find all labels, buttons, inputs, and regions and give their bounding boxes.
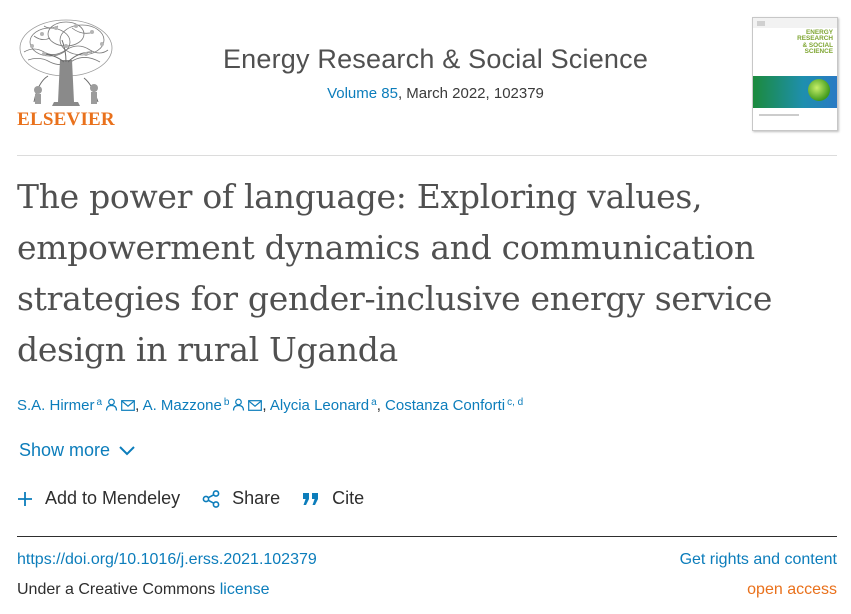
quote-icon (303, 492, 319, 505)
cover-text-line: ENERGY (806, 29, 833, 36)
mail-icon (248, 398, 263, 415)
author-name: Costanza Conforti (385, 397, 506, 414)
journal-issue-info: Volume 85, March 2022, 102379 (130, 85, 741, 102)
person-icon (232, 398, 245, 415)
tree-of-knowledge-logo-icon (19, 19, 113, 106)
add-to-mendeley-button[interactable]: Add to Mendeley (17, 488, 180, 509)
volume-link[interactable]: Volume 85 (327, 85, 398, 102)
author-affiliation-sup: b (223, 397, 230, 408)
author-link[interactable]: Costanza Conforti c, d (385, 397, 523, 414)
elsevier-wordmark: ELSEVIER (17, 109, 115, 130)
author-affiliation-sup: c, d (507, 397, 524, 408)
issue-date-text: , March 2022, 102379 (397, 85, 544, 102)
author-affiliation-sup: a (96, 397, 103, 408)
author-name: A. Mazzone (142, 397, 222, 414)
journal-title-link[interactable]: Energy Research & Social Science (222, 44, 649, 74)
open-access-badge: open access (747, 581, 837, 598)
plus-icon (18, 491, 32, 506)
license-statement: Under a Creative Commons license (17, 581, 270, 599)
article-title: The power of language: Exploring values,… (17, 177, 773, 369)
article-actions: Add to Mendeley Share Cite (17, 488, 386, 509)
author-name: S.A. Hirmer (17, 397, 95, 414)
person-icon (105, 398, 118, 415)
author-link[interactable]: A. Mazzone b (143, 397, 263, 414)
license-link[interactable]: license (219, 581, 270, 598)
journal-cover-thumbnail[interactable]: ENERGY RESEARCH & SOCIAL SCIENCE (752, 17, 838, 131)
author-separator: , (376, 397, 386, 414)
author-link[interactable]: Alycia Leonard a (270, 397, 377, 414)
cite-label: Cite (332, 488, 365, 508)
author-separator: , (135, 397, 143, 414)
license-prefix: Under a Creative Commons (17, 581, 220, 598)
cover-title-text: ENERGY RESEARCH & SOCIAL SCIENCE (771, 29, 833, 56)
journal-header: Energy Research & Social Science Volume … (130, 44, 741, 102)
add-to-mendeley-label: Add to Mendeley (45, 488, 181, 508)
cover-text-line: & SOCIAL (802, 41, 833, 49)
share-label: Share (232, 488, 281, 508)
mail-icon (121, 398, 135, 415)
show-more-button[interactable]: Show more (19, 440, 136, 461)
cover-text-line: SCIENCE (804, 48, 833, 56)
share-button[interactable]: Share (202, 488, 280, 509)
show-more-label: Show more (19, 440, 111, 460)
share-icon (202, 489, 220, 508)
doi-link[interactable]: https://doi.org/10.1016/j.erss.2021.1023… (17, 551, 317, 568)
elsevier-logo[interactable]: ELSEVIER (14, 16, 118, 132)
chevron-down-icon (119, 445, 135, 455)
get-rights-link[interactable]: Get rights and content (679, 551, 837, 568)
author-affiliation-sup: a (371, 397, 377, 408)
cover-artwork (753, 18, 837, 130)
cite-button[interactable]: Cite (302, 488, 364, 509)
author-link[interactable]: S.A. Hirmer a (17, 397, 135, 414)
author-separator: , (262, 397, 270, 414)
author-list: S.A. Hirmer a, A. Mazzone b, Alycia Leonar… (17, 397, 523, 415)
cover-text-line: RESEARCH (797, 35, 833, 43)
header-divider (17, 155, 837, 156)
footer-divider (17, 536, 837, 537)
author-name: Alycia Leonard (269, 397, 370, 414)
